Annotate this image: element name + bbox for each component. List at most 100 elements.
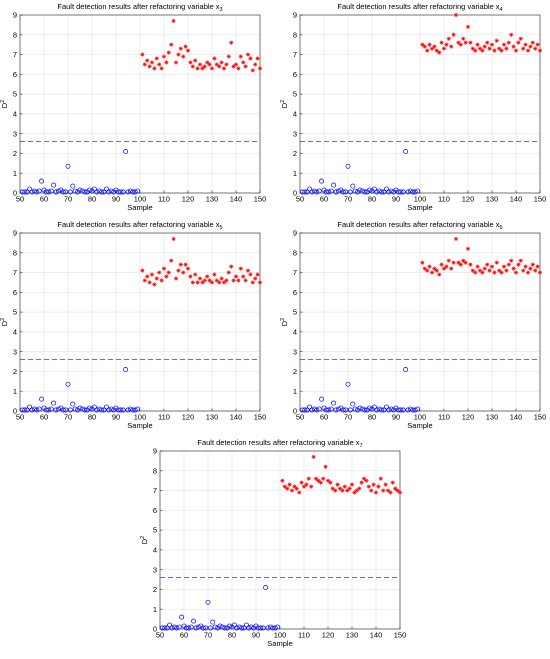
fault-sample-point: [236, 66, 241, 71]
chart-title-subscript: 4: [500, 7, 503, 13]
fault-sample-point: [397, 490, 403, 495]
fault-sample-point: [480, 48, 485, 53]
y-tick-label: 9: [293, 11, 297, 20]
normal-sample-point: [63, 189, 69, 195]
fault-sample-point: [323, 464, 328, 469]
x-tick-label: 130: [346, 631, 359, 640]
fault-sample-point: [169, 42, 174, 47]
normal-sample-point: [118, 189, 124, 195]
y-axis-label: D2: [0, 100, 9, 108]
normal-sample-point: [46, 189, 52, 195]
y-axis-label-text: D: [0, 320, 9, 326]
fault-sample-point: [147, 64, 152, 69]
fault-sample-point: [528, 44, 533, 49]
normal-sample-point: [343, 189, 349, 195]
normal-sample-point: [400, 189, 406, 195]
normal-sample-point: [120, 189, 126, 195]
x-tick-label: 150: [534, 195, 547, 204]
normal-sample-point: [65, 381, 71, 387]
fault-sample-point: [202, 64, 207, 69]
fault-sample-point: [197, 276, 203, 281]
normal-sample-point: [101, 189, 107, 195]
fault-sample-point: [282, 484, 287, 489]
fault-sample-point: [159, 278, 164, 283]
normal-sample-point: [323, 407, 329, 413]
normal-sample-point: [347, 407, 353, 413]
fault-sample-point: [229, 264, 234, 269]
y-axis-label-superscript: 2: [0, 318, 6, 321]
normal-sample-point: [395, 189, 401, 195]
y-tick-label: 1: [13, 169, 17, 178]
normal-sample-point: [118, 407, 124, 413]
x-tick-label: 150: [254, 413, 267, 422]
normal-sample-point: [51, 182, 57, 188]
x-axis-label: Sample: [407, 203, 432, 212]
fault-sample-point: [525, 270, 531, 275]
normal-sample-point: [359, 406, 365, 412]
normal-sample-point: [127, 406, 133, 412]
normal-sample-point: [115, 407, 121, 413]
y-tick-label: 3: [13, 129, 17, 138]
normal-sample-point: [307, 186, 313, 192]
x-tick-label: 50: [16, 195, 24, 204]
x-tick-label: 80: [88, 413, 96, 422]
fault-sample-point: [458, 262, 463, 267]
normal-sample-point: [345, 163, 351, 169]
normal-sample-point: [70, 401, 76, 407]
normal-sample-point: [219, 624, 225, 630]
fault-sample-point: [241, 60, 246, 65]
normal-sample-point: [412, 407, 418, 413]
fault-sample-point: [171, 18, 176, 24]
normal-sample-point: [307, 404, 313, 410]
fault-sample-point: [152, 282, 157, 287]
x-tick-label: 100: [274, 631, 287, 640]
y-axis-label: D2: [140, 536, 149, 544]
normal-sample-point: [48, 188, 54, 194]
fault-sample-point: [229, 40, 234, 45]
x-tick-label: 70: [344, 413, 352, 422]
y-tick-label: 6: [293, 288, 297, 297]
normal-sample-point: [383, 404, 389, 410]
fault-sample-point: [453, 236, 459, 242]
normal-sample-point: [410, 407, 416, 413]
normal-sample-point: [400, 407, 406, 413]
normal-sample-point: [340, 407, 346, 413]
fault-sample-point: [140, 52, 145, 57]
fault-sample-point: [504, 268, 509, 273]
normal-sample-point: [19, 189, 25, 195]
fault-sample-point: [190, 64, 195, 69]
fault-sample-point: [219, 60, 224, 65]
normal-sample-point: [381, 189, 387, 195]
normal-sample-point: [222, 625, 228, 631]
fault-sample-point: [366, 484, 371, 489]
normal-sample-point: [374, 407, 380, 413]
normal-sample-point: [407, 188, 413, 194]
fault-sample-point: [509, 32, 514, 37]
fault-sample-point: [446, 36, 451, 41]
x-tick-label: 130: [486, 195, 499, 204]
y-tick-label: 0: [13, 407, 17, 416]
fault-sample-point: [425, 48, 430, 53]
y-tick-label: 4: [293, 109, 297, 118]
fault-sample-point: [473, 270, 478, 275]
normal-sample-point: [79, 188, 85, 194]
y-tick-label: 6: [293, 70, 297, 79]
fault-sample-point: [499, 270, 504, 275]
fault-sample-point: [388, 490, 393, 495]
fault-sample-point: [321, 476, 326, 481]
fault-sample-point: [233, 62, 239, 67]
chart-title: Fault detection results after refactorin…: [57, 2, 222, 13]
normal-sample-point: [328, 188, 334, 194]
fault-sample-point: [193, 272, 198, 277]
normal-sample-point: [299, 407, 305, 413]
fault-sample-point: [226, 54, 231, 59]
fault-sample-point: [328, 480, 333, 485]
fault-sample-point: [501, 42, 507, 47]
normal-sample-point: [125, 407, 131, 413]
normal-sample-point: [22, 407, 28, 413]
x-tick-label: 140: [510, 413, 523, 422]
normal-sample-point: [403, 149, 409, 154]
fault-sample-point: [530, 262, 535, 267]
normal-sample-point: [77, 187, 83, 193]
